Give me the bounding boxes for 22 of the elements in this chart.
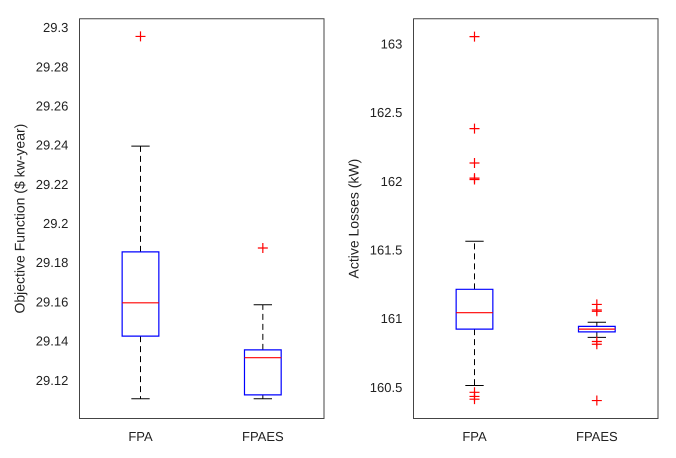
x-tick-label: FPAES [242, 428, 284, 444]
x-tick-label: FPA [128, 428, 153, 444]
y-tick-label: 29.3 [43, 20, 68, 36]
y-axis-title: Objective Function ($ kw-year) [11, 124, 28, 314]
x-tick-label: FPAES [576, 428, 618, 444]
x-tick-label: FPA [462, 428, 487, 444]
y-tick-label: 29.26 [36, 98, 68, 114]
y-tick-label: 29.22 [36, 176, 68, 192]
y-tick-label: 162.5 [370, 105, 402, 120]
y-tick-label: 29.16 [36, 294, 68, 310]
y-tick-label: 29.12 [36, 372, 68, 388]
y-tick-label: 29.18 [36, 255, 68, 270]
y-tick-label: 29.28 [36, 59, 68, 74]
y-tick-label: 29.2 [43, 216, 68, 232]
y-tick-label: 162 [380, 174, 402, 189]
y-tick-label: 161.5 [370, 242, 402, 258]
y-tick-label: 29.14 [36, 334, 68, 349]
y-tick-label: 163 [380, 36, 402, 52]
y-tick-label: 160.5 [370, 380, 402, 395]
y-axis-title: Active Losses (kW) [345, 158, 362, 279]
y-tick-label: 161 [380, 311, 402, 326]
y-tick-label: 29.24 [36, 138, 68, 153]
